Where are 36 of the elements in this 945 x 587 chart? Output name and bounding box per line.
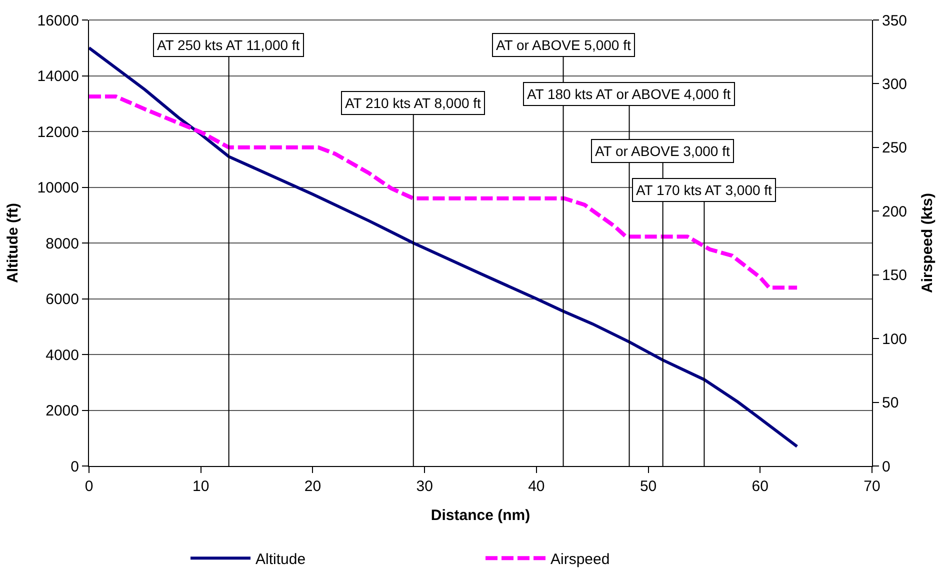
x-tick-label: 60 [752,478,768,495]
x-tick-label: 50 [640,478,657,495]
y2-tick-label: 350 [882,12,908,30]
x-axis-title: Distance (nm) [430,507,530,524]
y-tick-label: 6000 [46,291,79,308]
ref-line-label: AT or ABOVE 5,000 ft [496,37,631,53]
x-tick-label: 30 [416,478,433,495]
ref-line-label: AT 170 kts AT 3,000 ft [636,182,772,198]
legend-label: Airspeed [550,550,610,568]
ref-line-label: AT 210 kts AT 8,000 ft [345,95,482,111]
y-tick-label: 2000 [46,402,79,420]
ref-line-label: AT 250 kts AT 11,000 ft [157,37,300,53]
y2-tick-label: 200 [882,203,908,220]
ref-line-label: AT or ABOVE 3,000 ft [595,143,730,159]
y2-tick-label: 150 [882,267,908,284]
y-tick-label: 12000 [37,124,79,141]
y-axis-title: Altitude (ft) [4,203,22,283]
x-tick-label: 20 [304,478,322,495]
y-tick-label: 8000 [46,235,79,252]
x-tick-label: 0 [84,478,94,495]
x-tick-label: 70 [864,478,880,495]
y2-tick-label: 300 [882,76,908,93]
y2-tick-label: 50 [882,394,899,412]
y2-tick-label: 0 [882,458,890,476]
legend-label: Altitude [256,550,306,568]
y-tick-label: 10000 [37,180,79,196]
y2-tick-label: 100 [882,330,908,348]
x-tick-label: 10 [192,478,210,495]
y2-axis-title: Airspeed (kts) [919,192,936,294]
y2-tick-label: 250 [882,140,908,157]
y-tick-label: 4000 [46,346,79,364]
y-tick-label: 14000 [37,68,79,85]
x-tick-label: 40 [528,478,545,495]
y-tick-label: 0 [70,458,79,476]
y-tick-label: 16000 [37,12,79,30]
ref-line-label: AT 180 kts AT or ABOVE 4,000 ft [527,86,731,102]
